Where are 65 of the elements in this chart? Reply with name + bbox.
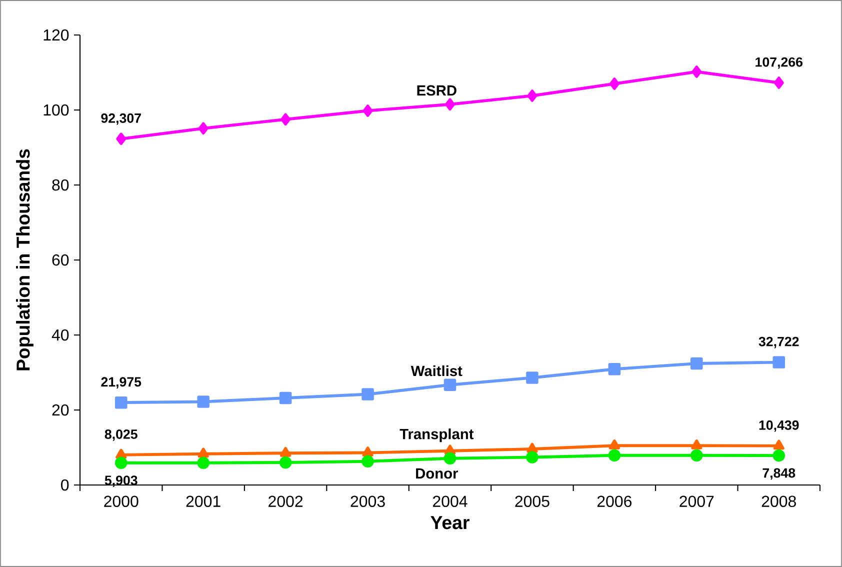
y-tick-label: 100 xyxy=(44,104,69,116)
x-tick-label: 2008 xyxy=(762,496,796,508)
point xyxy=(691,439,702,450)
y-tick-label: 80 xyxy=(52,179,69,191)
point xyxy=(526,451,538,464)
point xyxy=(116,132,126,145)
y-tick-label: 40 xyxy=(52,329,69,341)
point xyxy=(526,442,538,453)
x-tick-label: 2001 xyxy=(186,496,220,508)
point xyxy=(197,396,210,408)
point xyxy=(362,455,374,468)
x-tick-label: 2002 xyxy=(268,496,303,508)
y-tick-label: 60 xyxy=(52,254,69,266)
point xyxy=(279,456,292,469)
point xyxy=(280,446,292,457)
point xyxy=(197,456,210,469)
x-tick-label: 2000 xyxy=(104,496,138,508)
point xyxy=(198,122,208,134)
x-tick-label: 2006 xyxy=(597,496,632,508)
point xyxy=(608,449,621,462)
y-axis-title: Population in Thousands xyxy=(16,149,34,370)
point xyxy=(279,392,292,404)
annotation: 32,722 xyxy=(758,336,799,348)
point xyxy=(773,440,784,450)
annotation: 5,903 xyxy=(104,476,138,487)
y-tick-label: 20 xyxy=(52,404,69,416)
annotation: 7,848 xyxy=(762,468,796,480)
point xyxy=(774,76,784,89)
point xyxy=(114,456,128,469)
point xyxy=(527,90,538,102)
annotation: 8,025 xyxy=(104,429,138,441)
point xyxy=(362,104,373,117)
point xyxy=(198,448,209,458)
y-tick-label: 120 xyxy=(44,29,69,41)
point xyxy=(608,362,621,376)
point xyxy=(692,66,702,78)
point xyxy=(445,98,455,111)
annotation: 107,266 xyxy=(756,57,802,69)
point xyxy=(362,446,374,457)
point xyxy=(690,449,703,462)
series-label: Transplant xyxy=(400,428,474,442)
x-axis-title: Year xyxy=(430,516,470,530)
point xyxy=(609,78,620,90)
x-tick-label: 2005 xyxy=(515,496,550,508)
annotation: 21,975 xyxy=(101,377,142,389)
point xyxy=(772,356,786,368)
point xyxy=(116,448,127,459)
annotation: 10,439 xyxy=(759,420,799,432)
series-label: Donor xyxy=(416,468,458,479)
y-tick-label: 0 xyxy=(61,479,69,491)
point xyxy=(690,357,703,370)
x-tick-label: 2003 xyxy=(350,496,385,508)
point xyxy=(444,452,456,464)
point xyxy=(772,449,786,462)
point xyxy=(526,372,538,384)
point xyxy=(608,439,620,450)
annotation: 92,307 xyxy=(101,113,141,125)
x-tick-label: 2007 xyxy=(680,496,714,508)
point xyxy=(114,396,128,409)
point xyxy=(444,378,456,391)
x-tick-label: 2004 xyxy=(432,496,468,508)
series-label: Waitlist xyxy=(410,365,462,376)
point xyxy=(362,388,374,400)
series-label: ESRD xyxy=(417,85,456,96)
point xyxy=(280,113,291,126)
